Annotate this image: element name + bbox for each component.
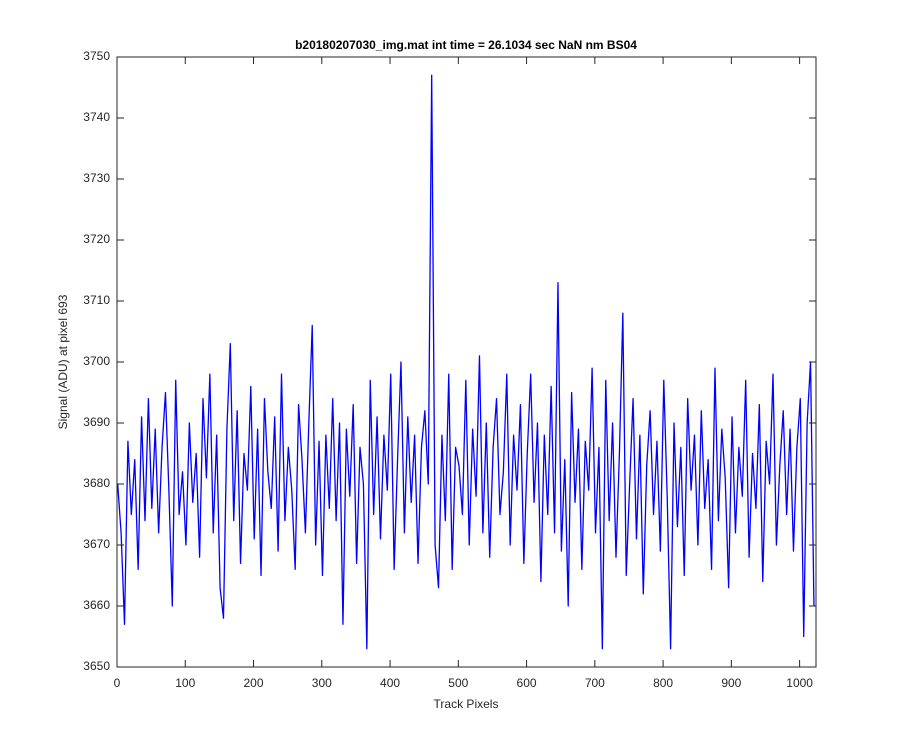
data-line — [117, 74, 815, 650]
x-tick-label: 300 — [312, 676, 332, 690]
x-tick-label: 600 — [517, 676, 537, 690]
y-tick-label: 3670 — [83, 537, 110, 551]
y-tick-label: 3690 — [83, 415, 110, 429]
y-tick-label: 3720 — [83, 232, 110, 246]
y-tick-label: 3710 — [83, 293, 110, 307]
x-tick-label: 500 — [448, 676, 468, 690]
x-tick-label: 900 — [721, 676, 741, 690]
x-tick-label: 800 — [653, 676, 673, 690]
y-tick-label: 3730 — [83, 171, 110, 185]
y-tick-label: 3700 — [83, 354, 110, 368]
y-tick-label: 3680 — [83, 476, 110, 490]
y-tick-label: 3660 — [83, 598, 110, 612]
chart-title: b20180207030_img.mat int time = 26.1034 … — [295, 38, 637, 52]
x-tick-label: 100 — [175, 676, 195, 690]
y-axis-label: Signal (ADU) at pixel 693 — [56, 294, 70, 429]
x-tick-label: 0 — [114, 676, 121, 690]
y-tick-label: 3740 — [83, 110, 110, 124]
plot-area: 0 100 200 300 400 500 600 700 800 900 1000 3650 3660… — [83, 49, 817, 690]
x-tick-label: 1000 — [786, 676, 813, 690]
x-tick-label: 400 — [380, 676, 400, 690]
x-tick-label: 200 — [244, 676, 264, 690]
y-tick-label: 3650 — [83, 659, 110, 673]
x-tick-label: 700 — [585, 676, 605, 690]
x-axis-label: Track Pixels — [434, 697, 499, 711]
y-tick-label: 3750 — [83, 49, 110, 63]
